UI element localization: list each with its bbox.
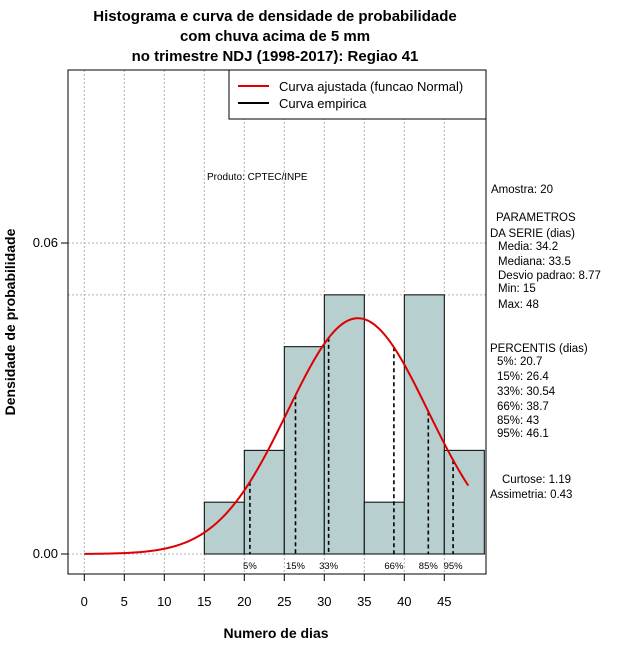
stat-p85: 85%: 43 xyxy=(497,415,539,427)
stat-p95: 95%: 46.1 xyxy=(497,428,549,440)
y-axis-title: Densidade de probabilidade xyxy=(2,228,18,415)
stat-mediana: Mediana: 33.5 xyxy=(498,256,571,268)
stat-desvio: Desvio padrao: 8.77 xyxy=(498,270,601,282)
percentile-label: 5% xyxy=(243,561,257,572)
x-tick-label: 0 xyxy=(81,594,88,609)
histogram-bar xyxy=(363,501,405,555)
histogram-bars xyxy=(203,294,485,555)
x-tick-label: 20 xyxy=(237,594,251,609)
x-tick-label: 5 xyxy=(121,594,128,609)
percentile-label: 15% xyxy=(286,561,306,572)
legend-empirical-label: Curva empirica xyxy=(279,96,367,111)
legend: Curva ajustada (funcao Normal) Curva emp… xyxy=(228,69,487,120)
params-header-2: DA SERIE (dias) xyxy=(490,228,575,240)
percentile-label: 85% xyxy=(419,561,439,572)
x-tick-label: 25 xyxy=(277,594,291,609)
y-tick-label: 0.00 xyxy=(33,546,58,561)
stat-p15: 15%: 26.4 xyxy=(497,371,549,383)
percentile-label: 66% xyxy=(384,561,404,572)
legend-fitted-label: Curva ajustada (funcao Normal) xyxy=(279,79,463,94)
sample-size: Amostra: 20 xyxy=(491,184,553,196)
stat-assimetria: Assimetria: 0.43 xyxy=(490,489,572,501)
stat-p66: 66%: 38.7 xyxy=(497,401,549,413)
x-tick-label: 45 xyxy=(437,594,451,609)
histogram-bar xyxy=(243,449,285,555)
percentile-lines: 5% 15% 33% 66% 85% 95% xyxy=(243,337,464,572)
normal-fit-curve xyxy=(84,317,470,555)
credit-label: Produto: CPTEC/INPE xyxy=(207,172,308,183)
chart-title-line-2: com chuva acima de 5 mm xyxy=(180,28,370,45)
histogram-bar xyxy=(403,294,445,555)
histogram-bar xyxy=(443,449,485,555)
x-tick-label: 35 xyxy=(357,594,371,609)
legend-box xyxy=(228,69,487,120)
x-tick-label: 30 xyxy=(317,594,331,609)
stat-p5: 5%: 20.7 xyxy=(497,356,542,368)
chart-title-line-1: Histograma e curva de densidade de proba… xyxy=(93,8,456,25)
y-tick-label: 0.06 xyxy=(33,235,58,250)
curves-layer xyxy=(84,317,470,555)
x-tick-label: 15 xyxy=(197,594,211,609)
histogram-bar xyxy=(323,294,365,555)
stat-min: Min: 15 xyxy=(498,283,536,295)
percentis-header: PERCENTIS (dias) xyxy=(490,343,588,355)
stat-max: Max: 48 xyxy=(498,299,539,311)
chart-title-line-3: no trimestre NDJ (1998-2017): Regiao 41 xyxy=(132,48,419,65)
percentile-label: 95% xyxy=(444,561,464,572)
histogram-bar xyxy=(283,346,325,555)
x-tick-label: 10 xyxy=(157,594,171,609)
stats-panel: Amostra: 20 PARAMETROS DA SERIE (dias) M… xyxy=(490,184,601,501)
params-header-1: PARAMETROS xyxy=(496,212,576,224)
percentile-label: 33% xyxy=(319,561,339,572)
stat-media: Media: 34.2 xyxy=(498,241,558,253)
x-axis-title: Numero de dias xyxy=(223,625,328,641)
stat-p33: 33%: 30.54 xyxy=(497,386,556,398)
stat-curtose: Curtose: 1.19 xyxy=(502,474,571,486)
x-tick-label: 40 xyxy=(397,594,411,609)
